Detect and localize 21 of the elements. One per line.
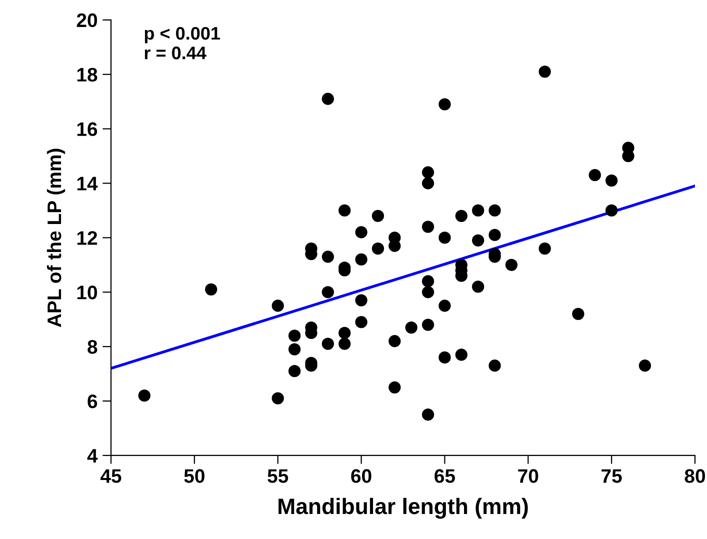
x-axis-title: Mandibular length (mm) — [278, 498, 528, 519]
x-tick-label: 50 — [184, 469, 204, 483]
x-tick-label: 45 — [100, 469, 122, 483]
y-tick-label: 6 — [88, 394, 98, 408]
x-tick-label: 60 — [351, 469, 372, 483]
y-tick-label: 20 — [76, 13, 98, 28]
y-axis-title: APL of the LP (mm) — [46, 148, 66, 328]
y-tick-label: 16 — [77, 122, 98, 136]
annotation: r = 0.44 — [144, 46, 206, 60]
y-tick-label: 12 — [77, 231, 98, 245]
annotation: p < 0.001 — [144, 26, 220, 44]
x-tick-label: 65 — [434, 469, 455, 483]
y-tick-label: 18 — [77, 68, 98, 82]
y-tick-label: 4 — [87, 449, 98, 462]
x-tick-label: 80 — [684, 469, 705, 483]
y-tick-label: 8 — [88, 340, 98, 354]
x-tick-label: 55 — [268, 469, 288, 483]
y-tick-label: 10 — [77, 286, 98, 300]
x-tick-label: 75 — [602, 469, 622, 483]
x-tick-label: 70 — [518, 469, 538, 483]
y-tick-label: 14 — [77, 176, 98, 190]
